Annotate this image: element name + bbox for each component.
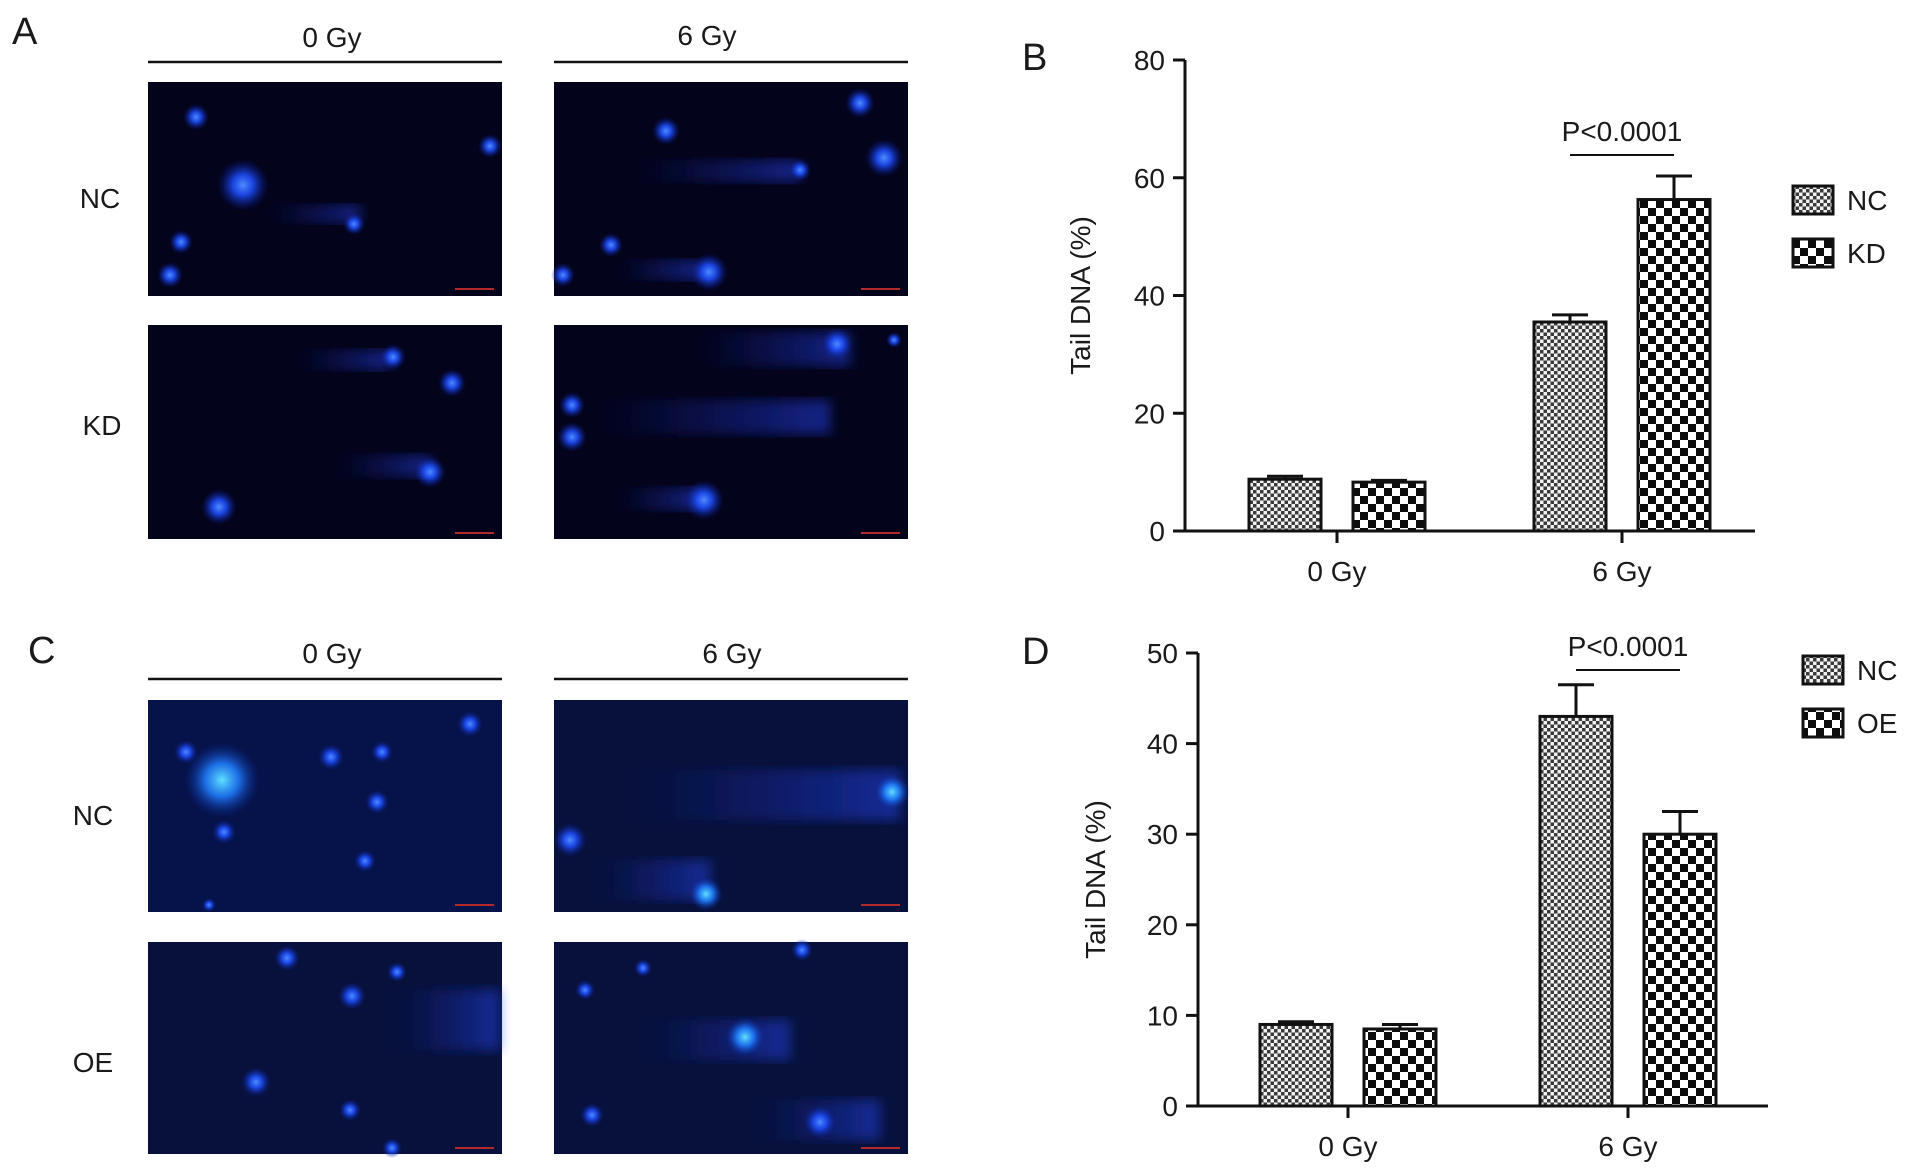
column-header-6gy: 6 Gy	[677, 20, 736, 51]
micrograph-oe-0gy	[148, 942, 502, 1158]
micrograph-nc-0gy	[148, 82, 502, 296]
panel-c: C 0 Gy 6 Gy NC OE	[28, 630, 910, 1158]
y-tick-label: 80	[1134, 45, 1165, 76]
column-header-0gy: 0 Gy	[302, 22, 361, 53]
panel-label-b: B	[1022, 37, 1047, 79]
significance-label: P<0.0001	[1562, 116, 1683, 147]
bar	[1351, 480, 1427, 533]
micrograph-kd-6gy	[554, 325, 908, 539]
y-tick-label: 60	[1134, 163, 1165, 194]
legend-label: KD	[1847, 238, 1886, 269]
panel-b: B 0 20 40 60 80 Tail DNA (%) 0 Gy 6 Gy P<0.0001 N…	[1022, 37, 1887, 587]
bar	[1642, 832, 1718, 1108]
legend-label: NC	[1847, 185, 1887, 216]
micrograph-oe-6gy	[554, 939, 908, 1154]
row-label-kd: KD	[83, 410, 122, 441]
panel-d: D 0 10 20 30 40 50 Tail DNA (%) 0 Gy 6 Gy P<0.000…	[1022, 631, 1897, 1162]
panel-label-d: D	[1022, 631, 1049, 673]
chart-b: 0 20 40 60 80 Tail DNA (%) 0 Gy 6 Gy P<0.0001 NC K…	[1065, 45, 1887, 587]
legend-swatch	[1801, 654, 1845, 686]
bar	[1258, 1022, 1334, 1108]
row-label-nc: NC	[80, 183, 120, 214]
significance-label: P<0.0001	[1568, 631, 1689, 662]
legend-label: OE	[1857, 708, 1897, 739]
row-label-oe: OE	[73, 1047, 113, 1078]
bar	[1636, 198, 1712, 533]
y-axis-label: Tail DNA (%)	[1080, 800, 1111, 959]
bar	[1247, 477, 1323, 533]
x-tick-label: 0 Gy	[1318, 1131, 1377, 1162]
legend-label: NC	[1857, 655, 1897, 686]
bar	[1532, 320, 1608, 533]
x-tick-label: 6 Gy	[1598, 1131, 1657, 1162]
y-axis-label: Tail DNA (%)	[1065, 216, 1096, 375]
column-header-6gy: 6 Gy	[702, 638, 761, 669]
bar	[1538, 714, 1614, 1108]
micrograph-nc-6gy	[553, 700, 910, 912]
panel-label-c: C	[28, 630, 55, 672]
micrograph-nc-0gy	[148, 700, 502, 912]
micrograph-kd-0gy	[148, 325, 502, 539]
y-tick-label: 50	[1147, 638, 1178, 669]
y-tick-label: 40	[1147, 729, 1178, 760]
x-tick-label: 0 Gy	[1307, 556, 1366, 587]
y-tick-label: 20	[1147, 910, 1178, 941]
legend-swatch	[1801, 707, 1845, 739]
panel-a: A 0 Gy 6 Gy NC KD	[12, 11, 908, 539]
legend-swatch	[1791, 237, 1835, 269]
x-tick-label: 6 Gy	[1592, 556, 1651, 587]
bar	[1362, 1027, 1438, 1108]
micrograph-nc-6gy	[551, 82, 908, 296]
panel-label-a: A	[12, 11, 38, 53]
y-tick-label: 20	[1134, 398, 1165, 429]
column-header-0gy: 0 Gy	[302, 638, 361, 669]
y-tick-label: 0	[1162, 1091, 1178, 1122]
row-label-nc: NC	[73, 800, 113, 831]
y-tick-label: 40	[1134, 281, 1165, 312]
y-tick-label: 30	[1147, 819, 1178, 850]
y-tick-label: 0	[1149, 516, 1165, 547]
chart-d: 0 10 20 30 40 50 Tail DNA (%) 0 Gy 6 Gy P<0.0001 N…	[1080, 631, 1897, 1162]
y-tick-label: 10	[1147, 1000, 1178, 1031]
legend-swatch	[1791, 184, 1835, 216]
